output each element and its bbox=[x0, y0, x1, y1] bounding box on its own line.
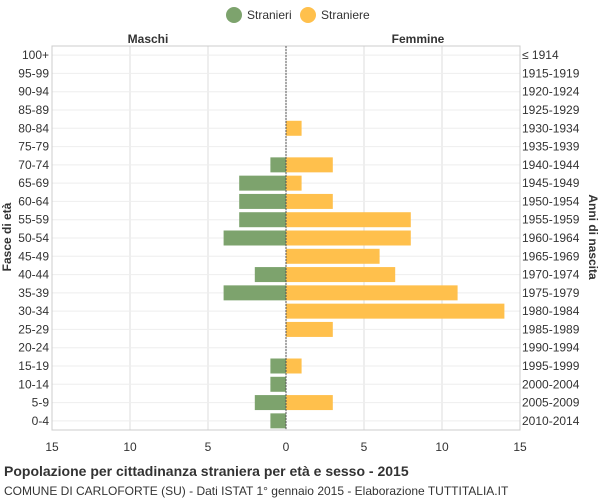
birth-year-label: 1950-1954 bbox=[522, 194, 580, 208]
bar-male-5-9 bbox=[254, 395, 286, 411]
x-tick-label: 5 bbox=[361, 440, 368, 454]
population-pyramid-chart: Stranieri Straniere Maschi Femmine 100+ 95… bbox=[0, 7, 600, 454]
birth-year-label: 1995-1999 bbox=[522, 359, 580, 373]
age-group-label: 70-74 bbox=[18, 158, 49, 172]
age-group-label: 100+ bbox=[22, 48, 49, 62]
bar-male-40-44 bbox=[254, 267, 286, 283]
age-group-label: 0-4 bbox=[32, 414, 50, 428]
birth-year-label: 1965-1969 bbox=[522, 249, 580, 263]
bar-female-45-49 bbox=[286, 248, 380, 264]
bar-female-80-84 bbox=[286, 120, 302, 136]
x-tick-label: 5 bbox=[205, 440, 212, 454]
birth-year-label: 1945-1949 bbox=[522, 176, 580, 190]
bar-male-65-69 bbox=[239, 175, 286, 191]
chart-bars bbox=[223, 46, 505, 430]
birth-year-label: 2010-2014 bbox=[522, 414, 580, 428]
chart-legend: Stranieri Straniere bbox=[226, 7, 370, 23]
birth-year-label: 1955-1959 bbox=[522, 213, 580, 227]
bar-female-5-9 bbox=[286, 395, 333, 411]
x-tick-label: 15 bbox=[45, 440, 59, 454]
bar-male-50-54 bbox=[223, 230, 286, 246]
birth-year-label: 1915-1919 bbox=[522, 66, 580, 80]
bar-female-55-59 bbox=[286, 212, 411, 228]
females-header: Femmine bbox=[392, 32, 445, 46]
x-tick-label: 15 bbox=[513, 440, 527, 454]
birth-year-label: 1960-1964 bbox=[522, 231, 580, 245]
x-tick-label: 10 bbox=[123, 440, 137, 454]
age-group-label: 40-44 bbox=[18, 268, 49, 282]
chart-title: Popolazione per cittadinanza straniera p… bbox=[4, 463, 409, 479]
bar-female-35-39 bbox=[286, 285, 458, 301]
y-axis-label-left: Fasce di età bbox=[0, 202, 14, 271]
age-group-labels: 100+ 95-99 90-94 85-89 80-84 75-79 70-74 65-69 6… bbox=[18, 48, 49, 428]
age-group-label: 95-99 bbox=[18, 66, 49, 80]
birth-year-label: 1920-1924 bbox=[522, 85, 580, 99]
bar-female-50-54 bbox=[286, 230, 411, 246]
birth-year-label: 1985-1989 bbox=[522, 322, 580, 336]
age-group-label: 60-64 bbox=[18, 194, 49, 208]
birth-year-label: 1975-1979 bbox=[522, 286, 580, 300]
birth-year-label: 1925-1929 bbox=[522, 103, 580, 117]
legend-swatch-stranieri bbox=[226, 7, 242, 23]
age-group-label: 25-29 bbox=[18, 322, 49, 336]
age-group-label: 5-9 bbox=[32, 396, 50, 410]
bar-male-15-19 bbox=[270, 358, 286, 374]
bar-male-60-64 bbox=[239, 193, 286, 209]
age-group-label: 50-54 bbox=[18, 231, 49, 245]
age-group-label: 30-34 bbox=[18, 304, 49, 318]
legend-label-straniere: Straniere bbox=[321, 8, 370, 22]
birth-year-label: ≤ 1914 bbox=[522, 48, 559, 62]
age-group-label: 45-49 bbox=[18, 249, 49, 263]
age-group-label: 90-94 bbox=[18, 85, 49, 99]
x-tick-label: 10 bbox=[435, 440, 449, 454]
bar-male-55-59 bbox=[239, 212, 286, 228]
bar-female-15-19 bbox=[286, 358, 302, 374]
birth-year-label: 2005-2009 bbox=[522, 396, 580, 410]
age-group-label: 15-19 bbox=[18, 359, 49, 373]
age-group-label: 65-69 bbox=[18, 176, 49, 190]
bar-male-35-39 bbox=[223, 285, 286, 301]
birth-year-label: 1930-1934 bbox=[522, 121, 580, 135]
bar-female-30-34 bbox=[286, 303, 505, 319]
age-group-label: 75-79 bbox=[18, 140, 49, 154]
birth-year-label: 1990-1994 bbox=[522, 341, 580, 355]
x-tick-label: 0 bbox=[283, 440, 290, 454]
bar-male-70-74 bbox=[270, 157, 286, 173]
birth-year-labels: ≤ 1914 1915-1919 1920-1924 1925-1929 1930-19… bbox=[522, 48, 580, 428]
males-header: Maschi bbox=[128, 32, 169, 46]
bar-male-0-4 bbox=[270, 413, 286, 429]
bar-female-25-29 bbox=[286, 321, 333, 337]
birth-year-label: 1980-1984 bbox=[522, 304, 580, 318]
legend-label-stranieri: Stranieri bbox=[247, 8, 292, 22]
bar-male-10-14 bbox=[270, 376, 286, 392]
birth-year-label: 1970-1974 bbox=[522, 268, 580, 282]
age-group-label: 80-84 bbox=[18, 121, 49, 135]
legend-swatch-straniere bbox=[300, 7, 316, 23]
chart-subtitle: COMUNE DI CARLOFORTE (SU) - Dati ISTAT 1… bbox=[4, 484, 509, 498]
birth-year-label: 1940-1944 bbox=[522, 158, 580, 172]
age-group-label: 35-39 bbox=[18, 286, 49, 300]
age-group-label: 55-59 bbox=[18, 213, 49, 227]
y-axis-label-right: Anni di nascita bbox=[586, 194, 600, 280]
bar-female-65-69 bbox=[286, 175, 302, 191]
x-axis-ticks: 15 10 5 0 5 10 15 bbox=[45, 440, 527, 454]
bar-female-70-74 bbox=[286, 157, 333, 173]
bar-female-60-64 bbox=[286, 193, 333, 209]
age-group-label: 10-14 bbox=[18, 377, 49, 391]
age-group-label: 20-24 bbox=[18, 341, 49, 355]
birth-year-label: 2000-2004 bbox=[522, 377, 580, 391]
age-group-label: 85-89 bbox=[18, 103, 49, 117]
bar-female-40-44 bbox=[286, 267, 396, 283]
birth-year-label: 1935-1939 bbox=[522, 140, 580, 154]
